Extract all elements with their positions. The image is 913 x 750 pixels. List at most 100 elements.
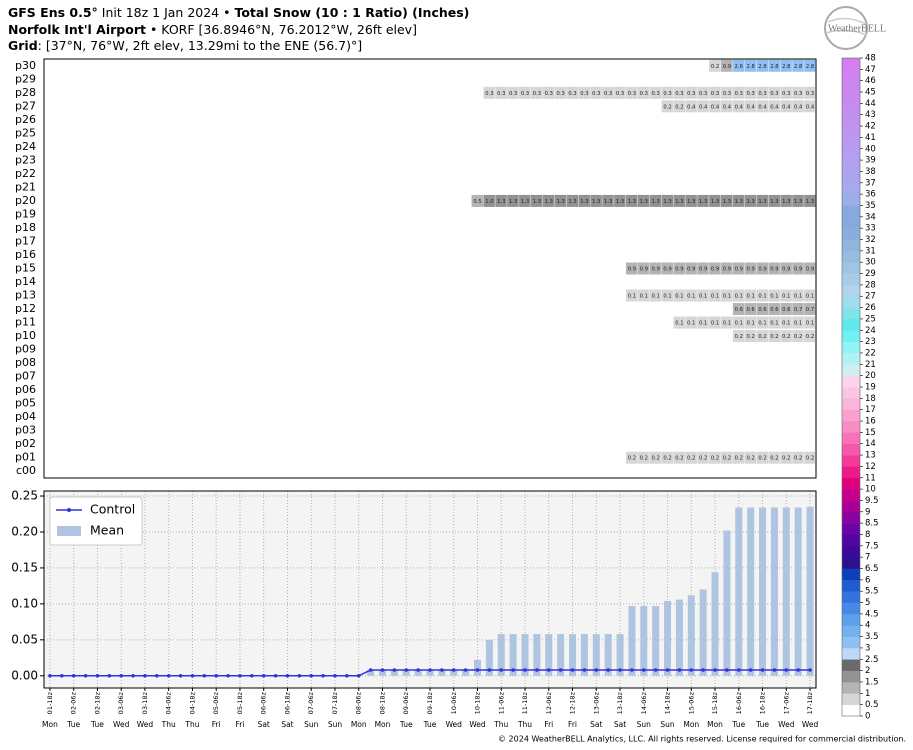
snow-cell — [637, 194, 650, 207]
mean-bar — [687, 595, 695, 676]
weekday-label: Mon — [351, 720, 367, 729]
weekday-label: Tue — [90, 720, 104, 729]
mean-bar — [450, 670, 458, 676]
colorbar-segment — [842, 670, 860, 683]
cell-label: 0.4 — [723, 104, 732, 110]
weekday-label: Wed — [778, 720, 795, 729]
control-point — [214, 673, 219, 678]
snow-cell — [673, 100, 685, 113]
weekday-label: Mon — [683, 720, 699, 729]
x-tick-label: 17-18z — [806, 691, 814, 714]
cell-label: 0.1 — [687, 294, 695, 300]
snow-cell — [519, 194, 531, 207]
member-label: p22 — [15, 167, 36, 180]
x-tick-label: 03-18z — [141, 691, 149, 714]
weekday-label: Sat — [590, 720, 602, 729]
control-point — [760, 668, 765, 672]
member-label: p02 — [15, 437, 36, 450]
cell-label: 1.3 — [521, 199, 529, 205]
colorbar-segment — [842, 693, 860, 705]
control-point — [380, 668, 385, 672]
mean-bar — [782, 507, 790, 676]
cell-label: 0.3 — [687, 91, 695, 97]
cell-label: 0.4 — [747, 104, 756, 110]
cell-label: 0.3 — [592, 91, 600, 97]
snow-cell — [780, 262, 792, 275]
colorbar-label: 1.5 — [865, 677, 879, 687]
cell-label: 0.3 — [663, 91, 671, 97]
member-label: p26 — [15, 113, 36, 126]
control-point — [321, 673, 325, 678]
colorbar-label: 29 — [865, 269, 876, 279]
colorbar-label: 47 — [865, 65, 876, 75]
snow-cell — [780, 289, 792, 302]
colorbar-label: 5 — [865, 598, 870, 608]
snow-cell — [768, 59, 780, 72]
control-point — [499, 668, 504, 672]
mean-bar — [640, 606, 648, 676]
colorbar-segment — [842, 489, 860, 501]
y-tick-label: 0.15 — [11, 560, 38, 574]
cell-label: 0.4 — [687, 104, 696, 110]
cell-label: 0.2 — [735, 456, 743, 462]
cell-label: 0.6 — [735, 307, 743, 313]
mean-bar — [723, 530, 731, 676]
member-label: p06 — [15, 383, 36, 396]
mean-bar — [664, 601, 672, 676]
colorbar-label: 27 — [865, 292, 876, 302]
snow-cell — [709, 316, 721, 329]
colorbar-segment — [842, 432, 860, 445]
colorbar-label: 33 — [865, 224, 876, 234]
colorbar-label: 37 — [865, 178, 876, 188]
snow-cell — [792, 451, 804, 464]
cell-label: 0.9 — [747, 267, 755, 273]
control-point — [487, 668, 492, 672]
member-label: p19 — [15, 207, 36, 220]
mean-bar — [806, 506, 814, 676]
control-point — [226, 673, 230, 678]
legend-swatch — [57, 526, 81, 536]
colorbar-segment — [842, 455, 860, 467]
colorbar-segment — [842, 318, 860, 331]
colorbar-segment — [842, 625, 860, 637]
snow-cell — [804, 100, 816, 113]
snow-cell — [471, 194, 484, 207]
snow-cell — [542, 194, 555, 207]
cell-label: 2.8 — [782, 64, 790, 70]
colorbar-label: 43 — [865, 110, 876, 120]
cell-label: 2.8 — [770, 64, 778, 70]
snow-cell — [697, 194, 709, 207]
cell-label: 2.6 — [735, 64, 743, 70]
snow-cell — [637, 451, 650, 464]
snow-cell — [673, 316, 685, 329]
grid-label: Grid — [8, 38, 38, 53]
snow-cell — [804, 289, 816, 302]
snow-cell — [578, 86, 590, 99]
colorbar-segment — [842, 557, 860, 569]
colorbar-segment — [842, 92, 860, 104]
member-label: p03 — [15, 424, 36, 437]
cell-label: 1.3 — [663, 199, 671, 205]
cell-label: 0.1 — [806, 294, 814, 300]
mean-bar — [390, 670, 398, 676]
colorbar-label: 28 — [865, 280, 876, 290]
cell-label: 0.6 — [758, 307, 766, 313]
snow-cell — [649, 262, 662, 275]
cell-label: 0.1 — [782, 321, 790, 327]
model: GFS Ens 0.5° — [8, 5, 98, 20]
colorbar-segment — [842, 523, 860, 535]
snow-cell — [720, 262, 733, 275]
snow-cell — [673, 262, 685, 275]
cell-label: 0.9 — [723, 267, 731, 273]
control-point — [404, 668, 409, 672]
cell-label: 0.3 — [604, 91, 612, 97]
snow-cell — [661, 86, 674, 99]
snow-cell — [661, 194, 674, 207]
cell-label: 0.3 — [747, 91, 755, 97]
cell-label: 0.2 — [735, 334, 743, 340]
control-point — [131, 673, 135, 678]
member-label: p16 — [15, 248, 36, 261]
colorbar-label: 18 — [865, 394, 876, 404]
colorbar-label: 14 — [865, 439, 876, 449]
